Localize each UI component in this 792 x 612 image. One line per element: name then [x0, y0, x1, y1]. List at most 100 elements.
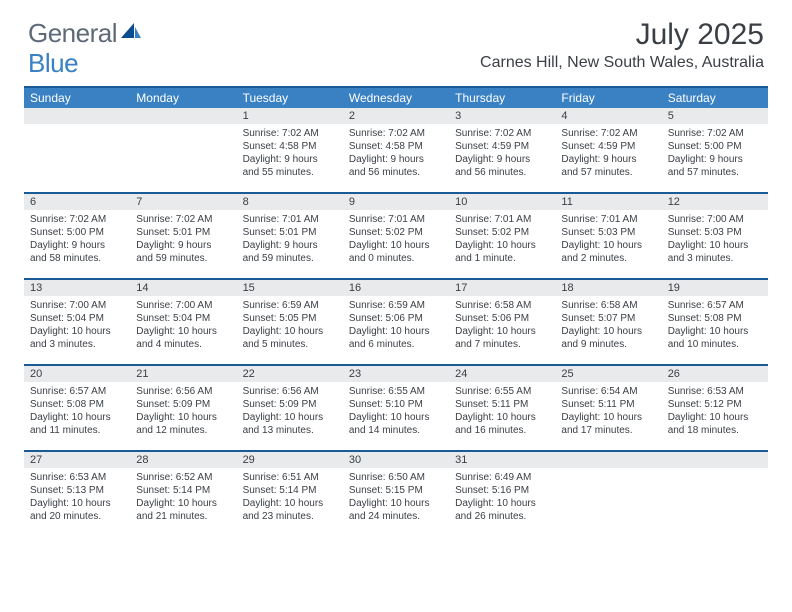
sunset-line: Sunset: 5:05 PM: [243, 312, 337, 325]
day-number-band: 4: [555, 108, 661, 124]
day-body: Sunrise: 7:02 AMSunset: 4:59 PMDaylight:…: [449, 124, 555, 185]
day-body: Sunrise: 6:55 AMSunset: 5:11 PMDaylight:…: [449, 382, 555, 443]
daylight-line-1: Daylight: 9 hours: [455, 153, 549, 166]
daylight-line-2: and 10 minutes.: [668, 338, 762, 351]
daylight-line-1: Daylight: 10 hours: [30, 325, 124, 338]
day-body: Sunrise: 7:02 AMSunset: 4:58 PMDaylight:…: [343, 124, 449, 185]
day-body: Sunrise: 7:02 AMSunset: 5:00 PMDaylight:…: [662, 124, 768, 185]
daylight-line-2: and 18 minutes.: [668, 424, 762, 437]
sunrise-line: Sunrise: 6:56 AM: [136, 385, 230, 398]
calendar-day-cell: 24Sunrise: 6:55 AMSunset: 5:11 PMDayligh…: [449, 366, 555, 450]
calendar-day-cell: 8Sunrise: 7:01 AMSunset: 5:01 PMDaylight…: [237, 194, 343, 278]
sunrise-line: Sunrise: 7:00 AM: [136, 299, 230, 312]
daylight-line-2: and 6 minutes.: [349, 338, 443, 351]
daylight-line-2: and 17 minutes.: [561, 424, 655, 437]
sunrise-line: Sunrise: 7:01 AM: [243, 213, 337, 226]
daylight-line-2: and 3 minutes.: [30, 338, 124, 351]
daylight-line-2: and 57 minutes.: [668, 166, 762, 179]
daylight-line-2: and 26 minutes.: [455, 510, 549, 523]
day-number-band: [24, 108, 130, 124]
calendar-day-cell: 3Sunrise: 7:02 AMSunset: 4:59 PMDaylight…: [449, 108, 555, 192]
daylight-line-1: Daylight: 10 hours: [243, 411, 337, 424]
calendar-day-cell: 7Sunrise: 7:02 AMSunset: 5:01 PMDaylight…: [130, 194, 236, 278]
sunrise-line: Sunrise: 6:59 AM: [349, 299, 443, 312]
day-number-band: 26: [662, 366, 768, 382]
sunrise-line: Sunrise: 7:02 AM: [349, 127, 443, 140]
daylight-line-1: Daylight: 9 hours: [243, 153, 337, 166]
calendar-day-cell: 14Sunrise: 7:00 AMSunset: 5:04 PMDayligh…: [130, 280, 236, 364]
daylight-line-2: and 24 minutes.: [349, 510, 443, 523]
day-number-band: 27: [24, 452, 130, 468]
day-number-band: 21: [130, 366, 236, 382]
daylight-line-2: and 7 minutes.: [455, 338, 549, 351]
sunrise-line: Sunrise: 7:02 AM: [455, 127, 549, 140]
daylight-line-1: Daylight: 10 hours: [668, 239, 762, 252]
day-body: Sunrise: 7:00 AMSunset: 5:03 PMDaylight:…: [662, 210, 768, 271]
calendar-day-cell: 2Sunrise: 7:02 AMSunset: 4:58 PMDaylight…: [343, 108, 449, 192]
daylight-line-1: Daylight: 10 hours: [136, 325, 230, 338]
day-body: Sunrise: 6:59 AMSunset: 5:06 PMDaylight:…: [343, 296, 449, 357]
calendar-day-cell: 30Sunrise: 6:50 AMSunset: 5:15 PMDayligh…: [343, 452, 449, 536]
calendar-day-cell: 6Sunrise: 7:02 AMSunset: 5:00 PMDaylight…: [24, 194, 130, 278]
weekday-header: Wednesday: [343, 88, 449, 108]
sunset-line: Sunset: 5:00 PM: [668, 140, 762, 153]
calendar-day-cell: 21Sunrise: 6:56 AMSunset: 5:09 PMDayligh…: [130, 366, 236, 450]
sunrise-line: Sunrise: 6:58 AM: [455, 299, 549, 312]
daylight-line-1: Daylight: 10 hours: [136, 497, 230, 510]
sunset-line: Sunset: 5:02 PM: [455, 226, 549, 239]
sunset-line: Sunset: 5:13 PM: [30, 484, 124, 497]
day-body: Sunrise: 7:02 AMSunset: 5:00 PMDaylight:…: [24, 210, 130, 271]
daylight-line-1: Daylight: 10 hours: [455, 239, 549, 252]
day-number-band: 14: [130, 280, 236, 296]
day-body: Sunrise: 6:51 AMSunset: 5:14 PMDaylight:…: [237, 468, 343, 529]
calendar-day-cell: 10Sunrise: 7:01 AMSunset: 5:02 PMDayligh…: [449, 194, 555, 278]
day-body: [555, 468, 661, 518]
month-title: July 2025: [480, 18, 764, 52]
day-body: Sunrise: 6:57 AMSunset: 5:08 PMDaylight:…: [662, 296, 768, 357]
daylight-line-2: and 20 minutes.: [30, 510, 124, 523]
daylight-line-1: Daylight: 10 hours: [243, 325, 337, 338]
sunset-line: Sunset: 5:01 PM: [136, 226, 230, 239]
calendar-day-cell: 16Sunrise: 6:59 AMSunset: 5:06 PMDayligh…: [343, 280, 449, 364]
day-number-band: 20: [24, 366, 130, 382]
day-number-band: 25: [555, 366, 661, 382]
day-body: Sunrise: 7:02 AMSunset: 5:01 PMDaylight:…: [130, 210, 236, 271]
day-body: [24, 124, 130, 174]
day-body: Sunrise: 6:56 AMSunset: 5:09 PMDaylight:…: [237, 382, 343, 443]
daylight-line-2: and 13 minutes.: [243, 424, 337, 437]
calendar-week-row: 27Sunrise: 6:53 AMSunset: 5:13 PMDayligh…: [24, 450, 768, 536]
daylight-line-2: and 56 minutes.: [455, 166, 549, 179]
brand-logo: General: [28, 18, 144, 49]
daylight-line-1: Daylight: 10 hours: [243, 497, 337, 510]
daylight-line-1: Daylight: 10 hours: [349, 411, 443, 424]
calendar-day-cell: 28Sunrise: 6:52 AMSunset: 5:14 PMDayligh…: [130, 452, 236, 536]
sunset-line: Sunset: 4:58 PM: [243, 140, 337, 153]
sunrise-line: Sunrise: 7:01 AM: [561, 213, 655, 226]
sunset-line: Sunset: 5:09 PM: [243, 398, 337, 411]
calendar-grid: Sunday Monday Tuesday Wednesday Thursday…: [24, 86, 768, 536]
daylight-line-2: and 3 minutes.: [668, 252, 762, 265]
calendar-day-cell: [555, 452, 661, 536]
sunset-line: Sunset: 5:10 PM: [349, 398, 443, 411]
sunrise-line: Sunrise: 6:55 AM: [349, 385, 443, 398]
daylight-line-1: Daylight: 10 hours: [349, 239, 443, 252]
sunrise-line: Sunrise: 7:00 AM: [30, 299, 124, 312]
calendar-day-cell: 18Sunrise: 6:58 AMSunset: 5:07 PMDayligh…: [555, 280, 661, 364]
day-number-band: 28: [130, 452, 236, 468]
calendar-day-cell: 23Sunrise: 6:55 AMSunset: 5:10 PMDayligh…: [343, 366, 449, 450]
daylight-line-2: and 59 minutes.: [243, 252, 337, 265]
calendar-day-cell: 29Sunrise: 6:51 AMSunset: 5:14 PMDayligh…: [237, 452, 343, 536]
day-number-band: 5: [662, 108, 768, 124]
calendar-week-row: 6Sunrise: 7:02 AMSunset: 5:00 PMDaylight…: [24, 192, 768, 278]
sunrise-line: Sunrise: 6:58 AM: [561, 299, 655, 312]
brand-text-general: General: [28, 18, 117, 49]
weekday-header: Monday: [130, 88, 236, 108]
sunset-line: Sunset: 5:01 PM: [243, 226, 337, 239]
day-body: Sunrise: 6:56 AMSunset: 5:09 PMDaylight:…: [130, 382, 236, 443]
daylight-line-2: and 0 minutes.: [349, 252, 443, 265]
daylight-line-2: and 57 minutes.: [561, 166, 655, 179]
day-number-band: 15: [237, 280, 343, 296]
day-body: Sunrise: 7:02 AMSunset: 4:59 PMDaylight:…: [555, 124, 661, 185]
daylight-line-2: and 12 minutes.: [136, 424, 230, 437]
daylight-line-1: Daylight: 10 hours: [349, 325, 443, 338]
